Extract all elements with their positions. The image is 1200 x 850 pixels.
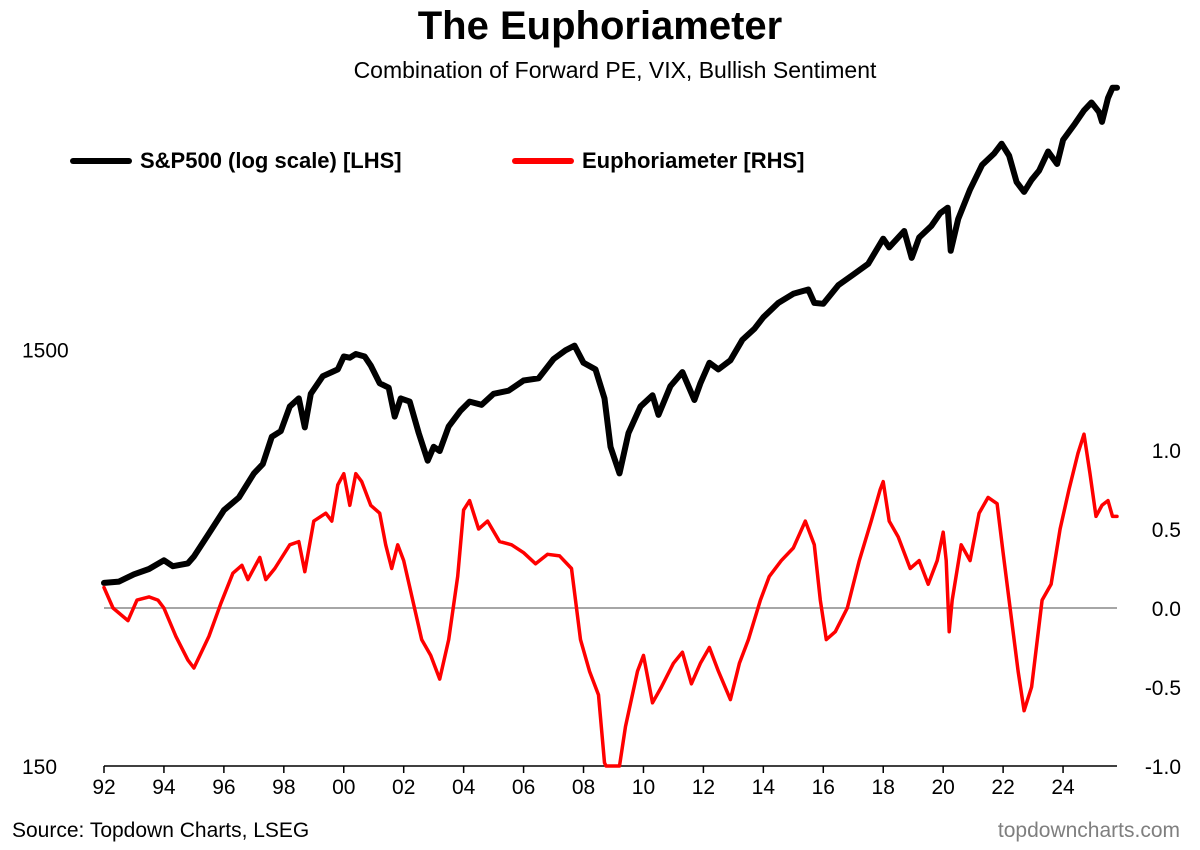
x-tick-label: 98 bbox=[272, 776, 295, 799]
legend-label-sp500: S&P500 (log scale) [LHS] bbox=[140, 148, 402, 173]
x-tick-label: 04 bbox=[452, 776, 476, 799]
x-tick-label: 22 bbox=[991, 776, 1014, 799]
x-tick-label: 24 bbox=[1051, 776, 1075, 799]
x-tick-label: 92 bbox=[92, 776, 115, 799]
x-tick-label: 16 bbox=[812, 776, 835, 799]
x-tick-label: 10 bbox=[632, 776, 655, 799]
credit-note: topdowncharts.com bbox=[997, 819, 1180, 842]
x-tick-label: 18 bbox=[872, 776, 895, 799]
left-axis-ticks: 150 1500 bbox=[22, 339, 69, 779]
x-tick-label: 14 bbox=[752, 776, 776, 799]
legend-label-euphoriameter: Euphoriameter [RHS] bbox=[582, 148, 805, 173]
x-axis-ticks: 92 94 96 98 00 02 04 06 08 10 12 14 16 18 20 22 24 bbox=[92, 766, 1075, 799]
x-tick-label: 96 bbox=[212, 776, 235, 799]
x-tick-label: 02 bbox=[392, 776, 415, 799]
right-tick-label: -1.0 bbox=[1145, 756, 1181, 779]
right-tick-label: -0.5 bbox=[1145, 677, 1181, 700]
right-tick-label: 0.5 bbox=[1152, 519, 1181, 542]
legend-swatch-sp500 bbox=[70, 158, 132, 164]
x-tick-label: 06 bbox=[512, 776, 535, 799]
left-tick-label: 1500 bbox=[22, 339, 69, 362]
x-tick-label: 08 bbox=[572, 776, 595, 799]
series-line-euphoriameter bbox=[102, 432, 1119, 768]
source-note: Source: Topdown Charts, LSEG bbox=[12, 819, 310, 842]
left-tick-label: 150 bbox=[22, 756, 57, 779]
x-tick-label: 20 bbox=[931, 776, 954, 799]
series-line-sp500 bbox=[101, 84, 1120, 586]
right-tick-label: 0.0 bbox=[1152, 598, 1181, 621]
right-axis-ticks: -1.0 -0.5 0.0 0.5 1.0 bbox=[1145, 440, 1181, 779]
x-tick-label: 12 bbox=[692, 776, 715, 799]
legend-item-sp500: S&P500 (log scale) [LHS] bbox=[70, 146, 402, 176]
chart-subtitle: Combination of Forward PE, VIX, Bullish … bbox=[353, 57, 877, 83]
x-tick-label: 00 bbox=[332, 776, 355, 799]
legend-swatch-euphoriameter bbox=[512, 158, 574, 164]
chart-title: The Euphoriameter bbox=[417, 4, 783, 48]
x-tick-label: 94 bbox=[152, 776, 176, 799]
legend-item-euphoriameter: Euphoriameter [RHS] bbox=[512, 146, 804, 176]
right-tick-label: 1.0 bbox=[1152, 440, 1181, 463]
